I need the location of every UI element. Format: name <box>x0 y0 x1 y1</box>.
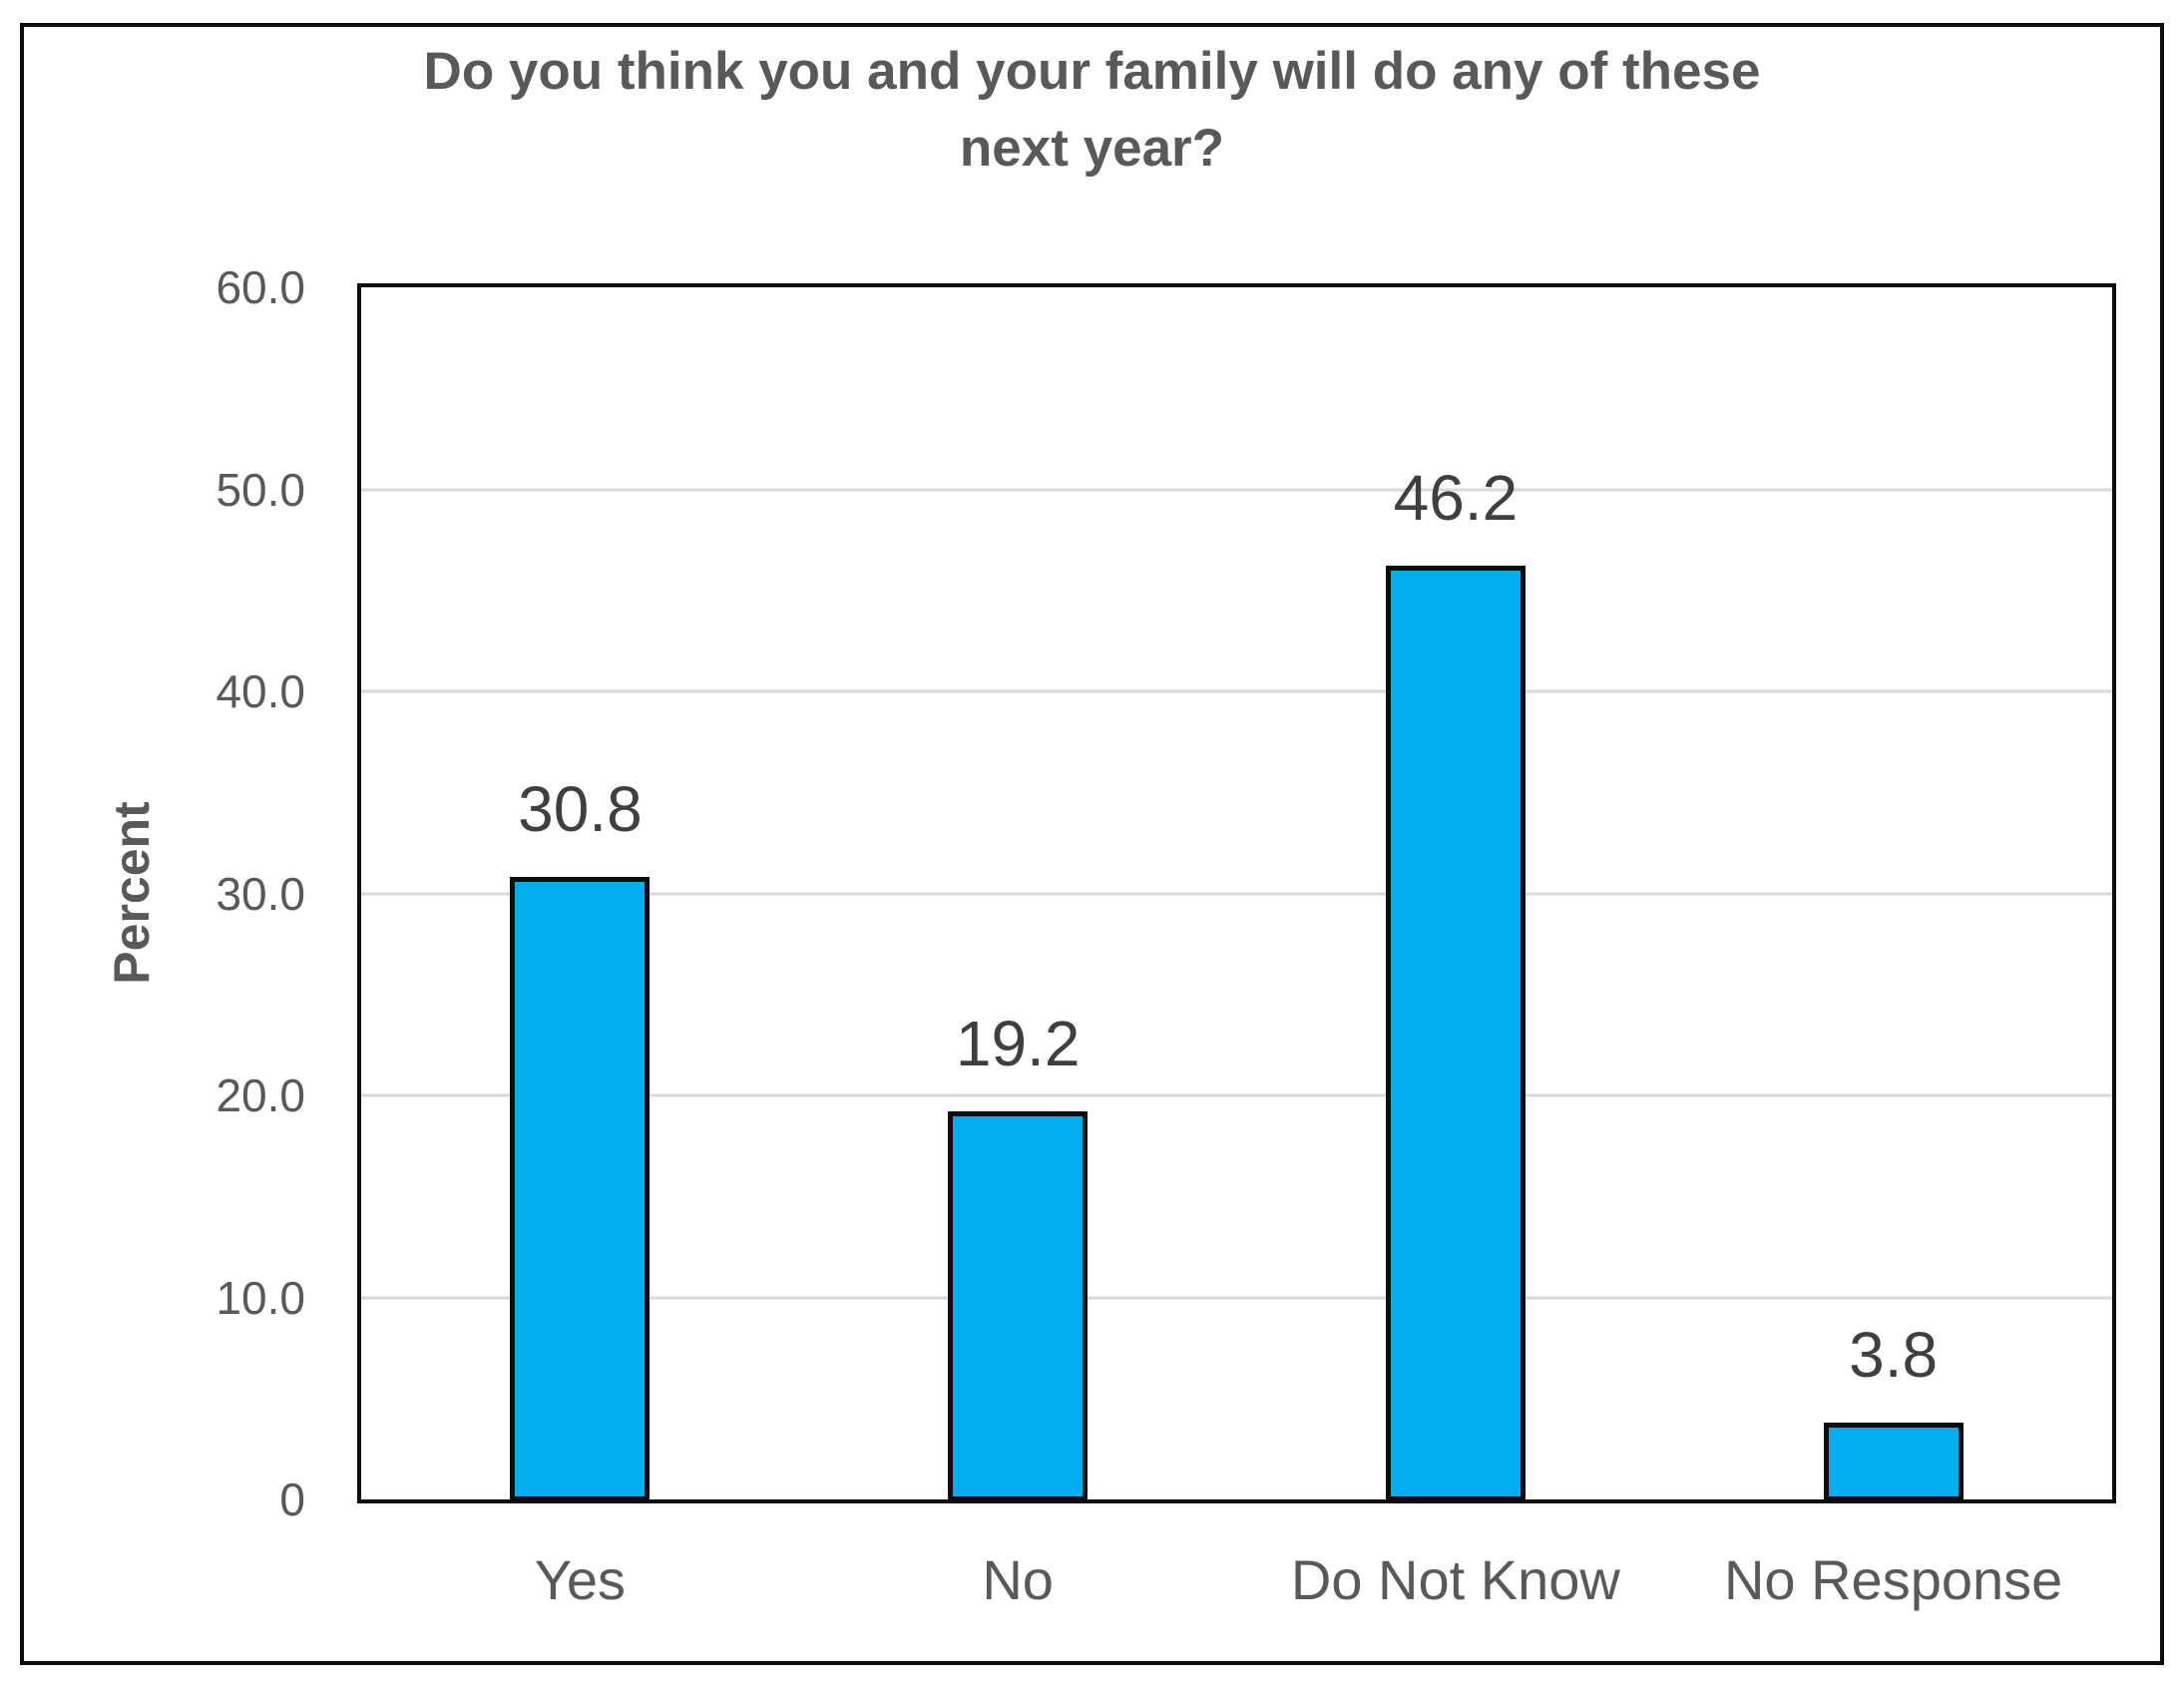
y-tick-label: 30.0 <box>216 867 305 920</box>
gridline <box>361 1296 2112 1299</box>
y-tick-label: 10.0 <box>216 1271 305 1324</box>
y-tick-label: 0 <box>279 1474 305 1525</box>
y-tick-label: 50.0 <box>216 463 305 516</box>
bar-yes <box>510 877 651 1501</box>
chart-title: Do you think you and your family will do… <box>423 42 1761 178</box>
category-label-do-not-know: Do Not Know <box>1290 1548 1620 1611</box>
category-label-yes: Yes <box>534 1548 627 1611</box>
gridline <box>361 892 2112 895</box>
value-label-do-not-know: 46.2 <box>1393 462 1519 535</box>
bar-no <box>948 1111 1089 1501</box>
y-tick-label: 40.0 <box>216 665 305 717</box>
value-label-yes: 30.8 <box>518 773 643 846</box>
gridline <box>361 1093 2112 1097</box>
plot-area: 30.8 19.2 46.2 3.8 <box>357 283 2116 1503</box>
value-label-no-response: 3.8 <box>1849 1319 1939 1392</box>
bar-no-response <box>1823 1423 1964 1501</box>
category-label-no: No <box>982 1548 1054 1611</box>
value-label-no: 19.2 <box>955 1008 1081 1080</box>
bar-do-not-know <box>1385 566 1526 1501</box>
category-label-no-response: No Response <box>1723 1548 2063 1611</box>
y-tick-label: 60.0 <box>216 261 305 313</box>
gridline <box>361 689 2112 693</box>
gridline <box>361 488 2112 491</box>
y-tick-label: 20.0 <box>216 1069 305 1121</box>
